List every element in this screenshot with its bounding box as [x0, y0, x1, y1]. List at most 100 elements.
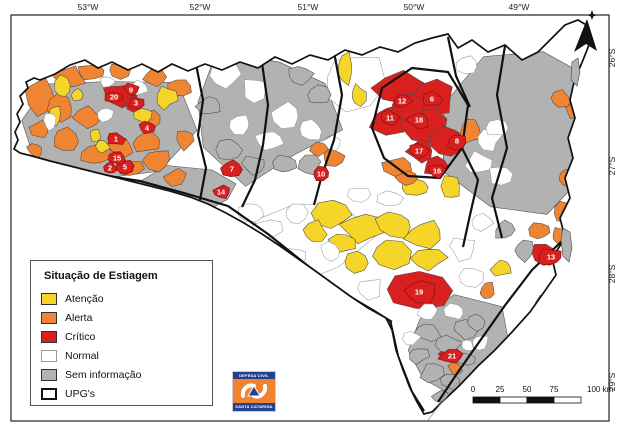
municipality-region	[461, 339, 474, 351]
municipality-region	[270, 101, 299, 129]
scale-bar: 0 25 50 75 100 km	[471, 385, 614, 404]
municipality-region	[309, 141, 330, 157]
region-marker: 6	[422, 90, 444, 106]
longitude-label: 53°W	[78, 2, 99, 12]
municipality-region	[272, 155, 298, 173]
region-number: 6	[430, 95, 434, 104]
map-frame	[10, 14, 610, 422]
municipality-region	[71, 105, 102, 130]
region-number: 9	[129, 86, 133, 95]
scale-label: 25	[496, 385, 505, 394]
region-marker: 7	[220, 159, 243, 177]
critical-region-shape	[104, 91, 124, 103]
region-marker: 17	[409, 143, 431, 160]
region-number: 5	[123, 163, 127, 172]
latitude-label: 27°S	[607, 156, 617, 175]
municipality-region	[402, 331, 422, 346]
region-marker: 16	[427, 164, 447, 180]
logo-top-text: DEFESA CIVIL	[233, 372, 275, 379]
critical-region-shape	[437, 349, 464, 364]
critical-region-shape	[220, 159, 243, 177]
critical-region-shape	[380, 109, 401, 126]
municipality-region	[100, 76, 117, 88]
municipality-region	[489, 166, 514, 186]
legend-item: UPG's	[41, 384, 212, 403]
legend-swatch-plain	[41, 368, 57, 381]
legend-item: Atenção	[41, 289, 212, 308]
longitude-label: 50°W	[404, 2, 425, 12]
municipality-region	[346, 187, 372, 203]
municipality-region	[97, 108, 114, 123]
latitude-labels: 26°S 27°S 28°S 29°S	[607, 48, 617, 391]
region-marker: 2	[103, 160, 119, 174]
legend-title: Situação de Estiagem	[44, 270, 158, 282]
graticule-line	[427, 380, 460, 421]
municipality-region	[132, 132, 160, 153]
region-number: 20	[110, 93, 118, 102]
municipality-region	[394, 170, 418, 186]
municipality-region	[443, 303, 464, 320]
region-marker: 4	[138, 120, 156, 134]
municipality-region	[338, 51, 352, 86]
municipality-region	[142, 68, 167, 88]
municipality-region	[286, 203, 309, 224]
upg-boundary	[490, 45, 509, 239]
region-marker: 8	[447, 134, 467, 151]
region-marker: 11	[380, 109, 401, 126]
municipality-region	[43, 112, 57, 132]
region-marker: 15	[108, 151, 126, 165]
region-marker: 20	[104, 91, 124, 103]
municipality-region	[89, 129, 101, 143]
scale-label: 100 km	[587, 385, 614, 394]
critical-region-shape	[404, 112, 429, 130]
region-number: 14	[217, 188, 226, 197]
coastal-islands	[560, 57, 581, 263]
municipality-region	[54, 126, 80, 151]
critical-region-shape	[123, 82, 140, 96]
critical-region-shape	[403, 280, 436, 304]
scale-bar-segment	[526, 396, 555, 404]
critical-region-shape	[422, 90, 444, 106]
region-marker: 12	[393, 94, 414, 108]
upg-boundary	[241, 62, 270, 208]
upg-boundary	[194, 63, 208, 201]
region-number: 10	[317, 170, 325, 179]
legend-label: Atenção	[65, 292, 104, 305]
municipality-region	[402, 219, 441, 250]
critical-region-shape	[313, 166, 329, 181]
region-marker: 21	[437, 349, 464, 364]
municipality-region	[459, 268, 484, 288]
north-arrow-icon	[574, 10, 597, 52]
longitude-label: 49°W	[509, 2, 530, 12]
legend-label: Crítico	[65, 330, 96, 343]
region-marker: 10	[313, 166, 329, 181]
legend-item: Sem informação	[41, 365, 212, 384]
latitude-label: 28°S	[607, 264, 617, 283]
region-number: 17	[415, 147, 423, 156]
legend-item: Crítico	[41, 327, 212, 346]
region-number: 18	[415, 116, 423, 125]
upg-boundary	[370, 66, 470, 180]
critical-region-shape	[212, 184, 230, 199]
municipality-region	[288, 66, 315, 86]
municipality-region	[28, 119, 49, 138]
municipality-region	[434, 334, 464, 354]
upg-boundary	[437, 239, 564, 403]
municipality-region	[142, 150, 170, 173]
municipality-region	[467, 313, 486, 332]
municipality-region	[279, 248, 306, 268]
region-number: 19	[415, 288, 423, 297]
legend-swatch-plain	[41, 292, 57, 305]
region-number: 21	[448, 352, 456, 361]
municipality-region	[244, 79, 267, 104]
municipality-region	[320, 240, 340, 262]
municipality-region	[440, 175, 460, 198]
critical-region-shape	[409, 143, 431, 160]
municipality-region	[176, 130, 195, 152]
legend-swatch-plain	[41, 330, 57, 343]
municipality-region	[310, 199, 353, 229]
region-number: 12	[398, 97, 406, 106]
municipality-region	[299, 118, 322, 141]
